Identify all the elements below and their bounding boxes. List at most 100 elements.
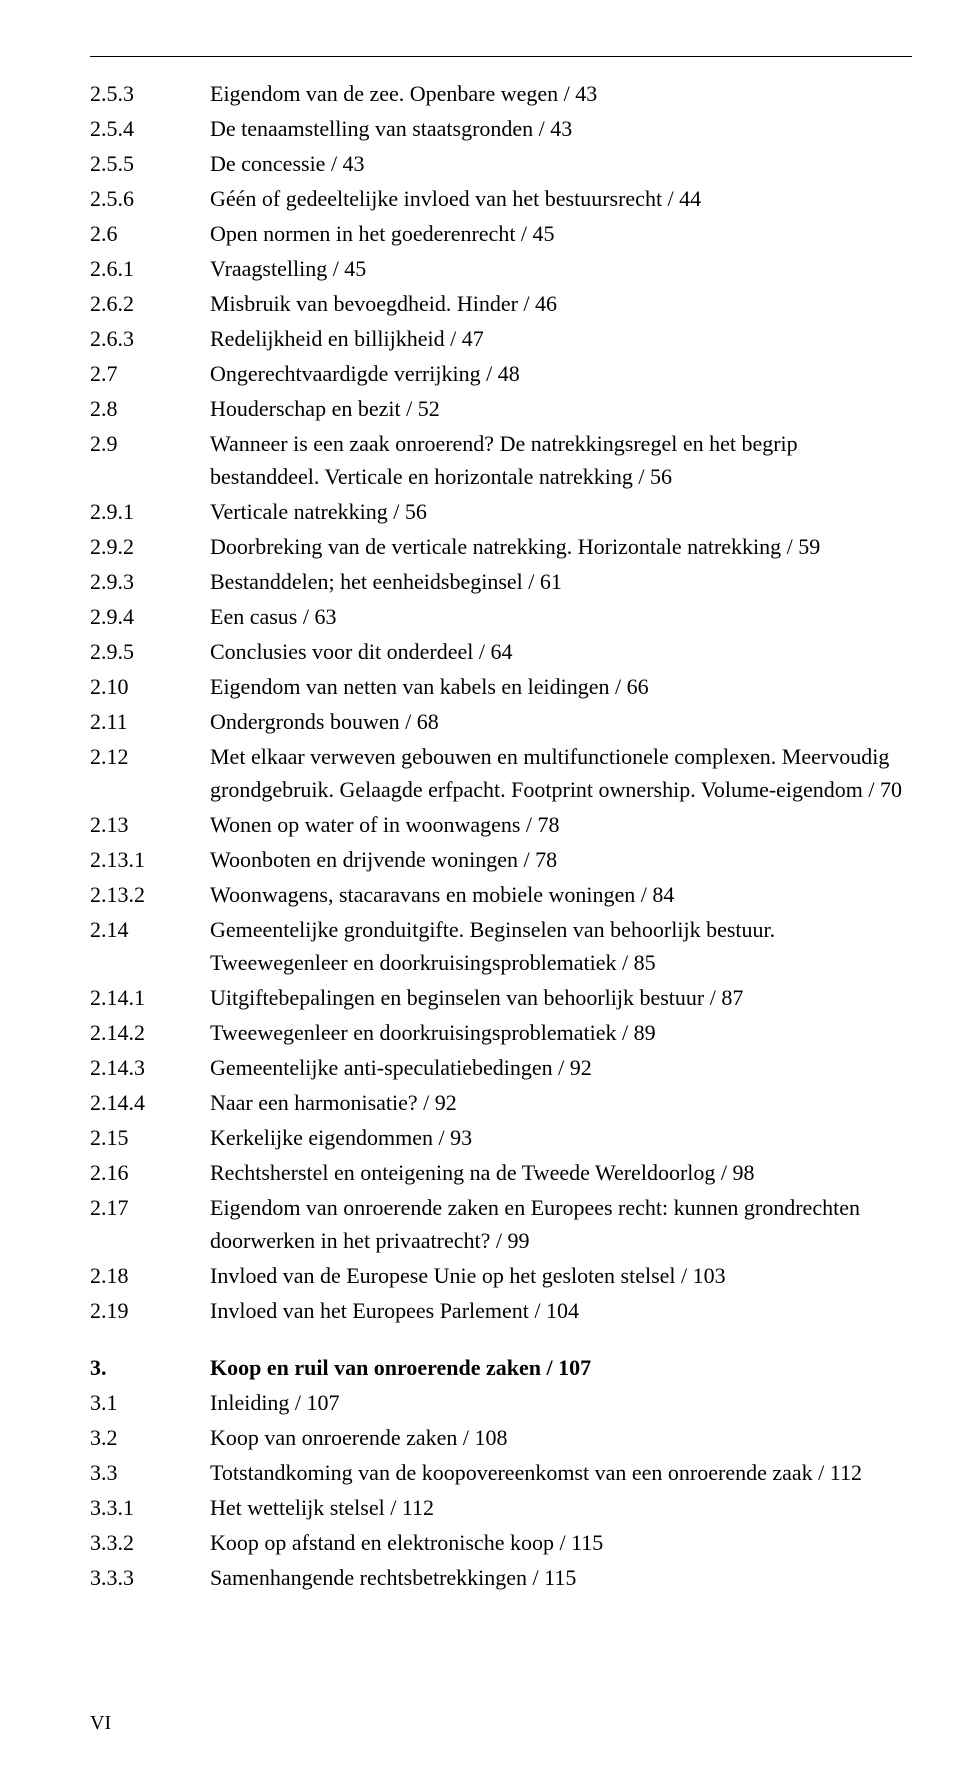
toc-number: 2.9.3 (90, 565, 210, 598)
toc-row: 2.13.2Woonwagens, stacaravans en mobiele… (90, 878, 912, 911)
toc-row: 2.8Houderschap en bezit / 52 (90, 392, 912, 425)
toc-number: 3.1 (90, 1386, 210, 1419)
toc-title: Kerkelijke eigendommen / 93 (210, 1121, 912, 1154)
header-divider (90, 56, 912, 57)
toc-row: 2.7Ongerechtvaardigde verrijking / 48 (90, 357, 912, 390)
toc-title: Gemeentelijke anti-speculatiebedingen / … (210, 1051, 912, 1084)
toc-row: 2.12Met elkaar verweven gebouwen en mult… (90, 740, 912, 806)
toc-number: 2.5.5 (90, 147, 210, 180)
toc-row: 2.9.2Doorbreking van de verticale natrek… (90, 530, 912, 563)
toc-row: 2.10Eigendom van netten van kabels en le… (90, 670, 912, 703)
toc-number: 2.11 (90, 705, 210, 738)
toc-title: Woonwagens, stacaravans en mobiele wonin… (210, 878, 912, 911)
page: INHOUDSOPGAVE 2.5.3Eigendom van de zee. … (0, 0, 960, 1765)
toc-row: 2.14.3Gemeentelijke anti-speculatiebedin… (90, 1051, 912, 1084)
toc-row: 2.9.3Bestanddelen; het eenheidsbeginsel … (90, 565, 912, 598)
toc-title: Eigendom van netten van kabels en leidin… (210, 670, 912, 703)
toc-row: 3.3.1Het wettelijk stelsel / 112 (90, 1491, 912, 1524)
toc-title: Het wettelijk stelsel / 112 (210, 1491, 912, 1524)
toc-row: 2.5.6Géén of gedeeltelijke invloed van h… (90, 182, 912, 215)
toc-number: 2.14.4 (90, 1086, 210, 1119)
toc-title: Vraagstelling / 45 (210, 252, 912, 285)
toc-title: Samenhangende rechtsbetrekkingen / 115 (210, 1561, 912, 1594)
toc-row: 2.14.2Tweewegenleer en doorkruisingsprob… (90, 1016, 912, 1049)
toc-number: 2.13.1 (90, 843, 210, 876)
toc-row: 2.18Invloed van de Europese Unie op het … (90, 1259, 912, 1292)
toc-title: Invloed van het Europees Parlement / 104 (210, 1294, 912, 1327)
toc-number: 2.18 (90, 1259, 210, 1292)
toc-title: Redelijkheid en billijkheid / 47 (210, 322, 912, 355)
toc-number: 2.6.2 (90, 287, 210, 320)
toc-title: Géén of gedeeltelijke invloed van het be… (210, 182, 912, 215)
toc-number: 2.5.3 (90, 77, 210, 110)
toc-title: De tenaamstelling van staatsgronden / 43 (210, 112, 912, 145)
toc-number: 2.15 (90, 1121, 210, 1154)
toc-row: 2.6.2Misbruik van bevoegdheid. Hinder / … (90, 287, 912, 320)
toc-title: Eigendom van onroerende zaken en Europee… (210, 1191, 912, 1257)
toc-title: Misbruik van bevoegdheid. Hinder / 46 (210, 287, 912, 320)
toc-number: 3.3.1 (90, 1491, 210, 1524)
toc-number: 2.8 (90, 392, 210, 425)
toc-number: 2.5.6 (90, 182, 210, 215)
toc-title: Koop op afstand en elektronische koop / … (210, 1526, 912, 1559)
toc-row: 2.17Eigendom van onroerende zaken en Eur… (90, 1191, 912, 1257)
toc-title: Koop en ruil van onroerende zaken / 107 (210, 1351, 912, 1384)
toc-row: 2.14.4Naar een harmonisatie? / 92 (90, 1086, 912, 1119)
toc-title: Ongerechtvaardigde verrijking / 48 (210, 357, 912, 390)
toc-number: 2.13 (90, 808, 210, 841)
toc-row: 2.15Kerkelijke eigendommen / 93 (90, 1121, 912, 1154)
toc-number: 2.10 (90, 670, 210, 703)
toc-title: Wonen op water of in woonwagens / 78 (210, 808, 912, 841)
toc-number: 2.19 (90, 1294, 210, 1327)
toc-row: 2.9.5Conclusies voor dit onderdeel / 64 (90, 635, 912, 668)
toc-title: Verticale natrekking / 56 (210, 495, 912, 528)
toc-row: 3.3Totstandkoming van de koopovereenkoms… (90, 1456, 912, 1489)
toc-number: 2.9.5 (90, 635, 210, 668)
toc-number: 2.6 (90, 217, 210, 250)
toc-title: Conclusies voor dit onderdeel / 64 (210, 635, 912, 668)
toc-number: 2.14.1 (90, 981, 210, 1014)
toc-number: 2.14 (90, 913, 210, 946)
toc-number: 3.3.2 (90, 1526, 210, 1559)
toc-number: 3.3 (90, 1456, 210, 1489)
toc-number: 2.14.2 (90, 1016, 210, 1049)
toc-row: 3.3.2Koop op afstand en elektronische ko… (90, 1526, 912, 1559)
toc-title: Open normen in het goederenrecht / 45 (210, 217, 912, 250)
toc-title: Woonboten en drijvende woningen / 78 (210, 843, 912, 876)
toc-number: 2.16 (90, 1156, 210, 1189)
toc-title: Doorbreking van de verticale natrekking.… (210, 530, 912, 563)
toc-row: 2.6.3Redelijkheid en billijkheid / 47 (90, 322, 912, 355)
toc-row: 2.5.5De concessie / 43 (90, 147, 912, 180)
toc-title: Eigendom van de zee. Openbare wegen / 43 (210, 77, 912, 110)
toc-row: 2.14Gemeentelijke gronduitgifte. Beginse… (90, 913, 912, 979)
toc-number: 2.9.4 (90, 600, 210, 633)
toc-number: 2.17 (90, 1191, 210, 1224)
toc-row: 2.5.3Eigendom van de zee. Openbare wegen… (90, 77, 912, 110)
toc-title: Wanneer is een zaak onroerend? De natrek… (210, 427, 912, 493)
toc-title: Invloed van de Europese Unie op het gesl… (210, 1259, 912, 1292)
section-spacer (90, 1329, 912, 1351)
toc-number: 2.9 (90, 427, 210, 460)
toc-row: 2.9Wanneer is een zaak onroerend? De nat… (90, 427, 912, 493)
toc-number: 2.9.1 (90, 495, 210, 528)
toc-title: Een casus / 63 (210, 600, 912, 633)
toc-number: 2.13.2 (90, 878, 210, 911)
toc-title: Gemeentelijke gronduitgifte. Beginselen … (210, 913, 912, 979)
page-number: VI (90, 1712, 111, 1735)
toc-title: Ondergronds bouwen / 68 (210, 705, 912, 738)
toc-row: 2.19Invloed van het Europees Parlement /… (90, 1294, 912, 1327)
toc-row: 3.2Koop van onroerende zaken / 108 (90, 1421, 912, 1454)
toc-row: 3.Koop en ruil van onroerende zaken / 10… (90, 1351, 912, 1384)
toc-title: De concessie / 43 (210, 147, 912, 180)
toc-title: Rechtsherstel en onteigening na de Tweed… (210, 1156, 912, 1189)
toc-row: 3.1Inleiding / 107 (90, 1386, 912, 1419)
toc-row: 2.13.1Woonboten en drijvende woningen / … (90, 843, 912, 876)
toc-number: 2.6.1 (90, 252, 210, 285)
toc-number: 2.6.3 (90, 322, 210, 355)
toc-row: 2.6.1Vraagstelling / 45 (90, 252, 912, 285)
toc-row: 2.13Wonen op water of in woonwagens / 78 (90, 808, 912, 841)
toc-row: 3.3.3Samenhangende rechtsbetrekkingen / … (90, 1561, 912, 1594)
toc-title: Uitgiftebepalingen en beginselen van beh… (210, 981, 912, 1014)
table-of-contents: 2.5.3Eigendom van de zee. Openbare wegen… (90, 77, 912, 1594)
toc-number: 2.7 (90, 357, 210, 390)
